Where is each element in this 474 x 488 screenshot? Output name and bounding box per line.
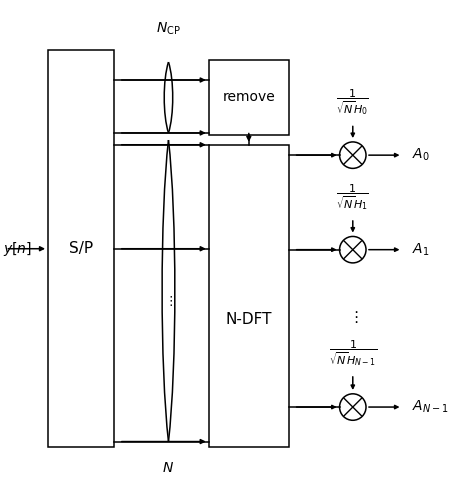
Text: $A_{N-1}$: $A_{N-1}$ [412, 399, 448, 415]
Text: $\dfrac{1}{\sqrt{N}H_1}$: $\dfrac{1}{\sqrt{N}H_1}$ [337, 182, 369, 212]
Text: $N$: $N$ [163, 461, 174, 475]
Text: $\dfrac{1}{\sqrt{N}H_{N-1}}$: $\dfrac{1}{\sqrt{N}H_{N-1}}$ [328, 338, 377, 367]
Text: $N_{\mathrm{CP}}$: $N_{\mathrm{CP}}$ [156, 21, 181, 37]
Text: $y[n]$: $y[n]$ [3, 240, 32, 258]
Text: remove: remove [222, 89, 275, 103]
Text: S/P: S/P [69, 241, 93, 256]
Bar [209, 60, 289, 135]
Bar [209, 145, 289, 447]
Bar [48, 50, 114, 447]
Text: N-DFT: N-DFT [226, 312, 272, 327]
Text: $\vdots$: $\vdots$ [164, 294, 173, 308]
Text: $\dfrac{1}{\sqrt{N}H_0}$: $\dfrac{1}{\sqrt{N}H_0}$ [337, 87, 369, 117]
Text: $A_0$: $A_0$ [412, 147, 429, 163]
Text: $\vdots$: $\vdots$ [347, 309, 358, 325]
Text: $A_1$: $A_1$ [412, 242, 429, 258]
